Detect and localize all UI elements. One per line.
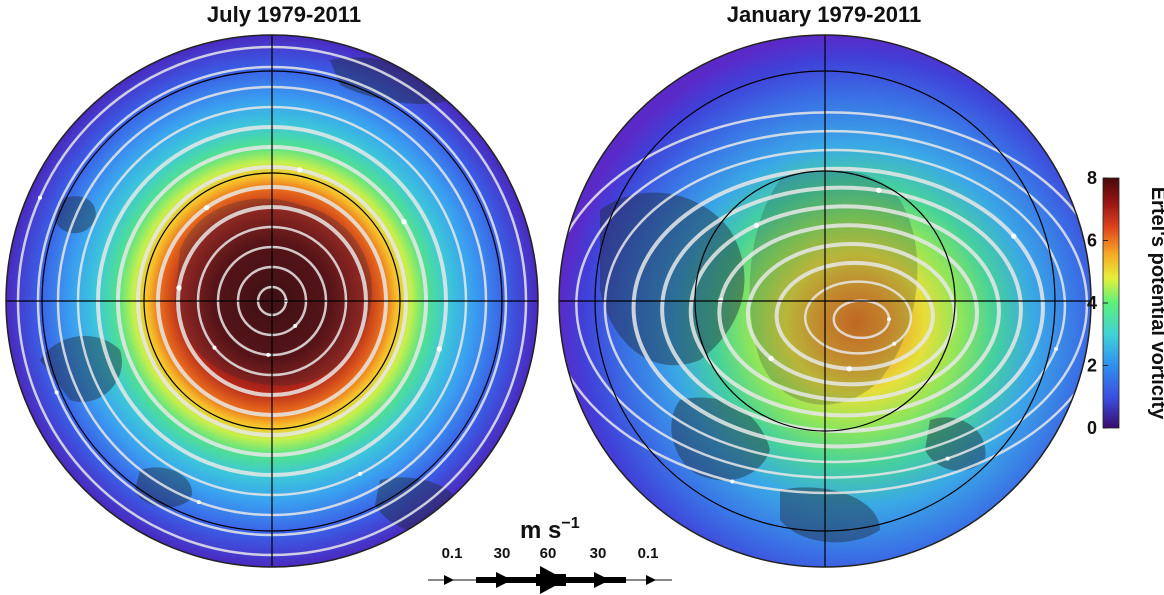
wind-speed-labels: 0.1 30 60 30 0.1	[442, 545, 659, 562]
wind-speed-legend: m s−1 0.1 30 60 30 0.1	[428, 515, 672, 594]
streamline	[774, 260, 935, 371]
colorbar-tick-label: 4	[1087, 293, 1097, 313]
july-grid	[6, 35, 538, 567]
wind-unit-label: m s−1	[520, 515, 580, 544]
colorbar-tick-label: 8	[1087, 168, 1097, 188]
streamline	[660, 185, 1023, 433]
streamline-arrow	[945, 456, 950, 461]
wind-arrow-3	[540, 566, 566, 594]
january-grid	[559, 35, 1091, 567]
wind-speed-label: 60	[540, 545, 557, 562]
january-map	[558, 34, 1092, 568]
streamline	[575, 129, 1089, 479]
streamline-arrow	[358, 471, 363, 476]
right-panel-title: January 1979-2011	[726, 2, 922, 27]
streamline-arrow	[1011, 233, 1017, 239]
streamline-arrow	[37, 195, 42, 200]
streamline-arrow	[846, 366, 852, 372]
july-map	[5, 34, 539, 568]
colorbar-tick-label: 0	[1087, 418, 1097, 438]
streamline-arrow	[768, 355, 774, 362]
streamline-arrow	[266, 352, 271, 357]
streamline-arrow	[876, 187, 882, 193]
streamline	[745, 242, 957, 387]
wind-arrow-4	[594, 572, 610, 588]
streamline	[803, 280, 913, 355]
colorbar-tick-label: 6	[1087, 231, 1097, 251]
streamline-arrow	[886, 317, 891, 322]
january-map-border	[558, 34, 1092, 568]
wind-arrow-5	[646, 575, 656, 585]
wind-speed-label: 0.1	[638, 545, 659, 562]
left-panel-title: July 1979-2011	[206, 2, 362, 27]
colorbar-label: Ertel's potential vorticity	[1147, 187, 1164, 420]
streamline-arrow	[212, 345, 217, 350]
colorbar-ticks: 0 2 4 6 8	[1087, 168, 1108, 438]
streamline-arrow	[892, 341, 897, 346]
streamline-arrow	[176, 285, 182, 291]
colorbar: 0 2 4 6 8 Ertel's potential vorticity	[1087, 168, 1164, 438]
streamline-arrow	[293, 323, 298, 328]
streamline-arrow	[753, 222, 760, 228]
streamline-arrow	[297, 167, 303, 173]
streamline-arrow	[1054, 346, 1059, 351]
streamline	[688, 204, 1001, 418]
wind-speed-label: 30	[590, 545, 607, 562]
streamline-arrow	[54, 390, 59, 395]
wind-arrow-2	[496, 572, 512, 588]
streamline-arrow	[203, 204, 210, 211]
streamline	[559, 111, 1091, 495]
streamline-arrow	[196, 500, 201, 505]
streamline	[717, 223, 979, 402]
wind-arrow-1	[444, 575, 454, 585]
streamline-arrow	[730, 479, 735, 484]
january-streamlines	[559, 111, 1091, 495]
colorbar-tick-label: 2	[1087, 356, 1097, 376]
wind-speed-label: 30	[494, 545, 511, 562]
streamline	[631, 166, 1045, 449]
wind-speed-label: 0.1	[442, 545, 463, 562]
streamline-arrow	[401, 219, 407, 225]
streamline	[603, 148, 1067, 464]
july-map-border	[5, 34, 539, 568]
streamline-arrow	[436, 346, 442, 352]
